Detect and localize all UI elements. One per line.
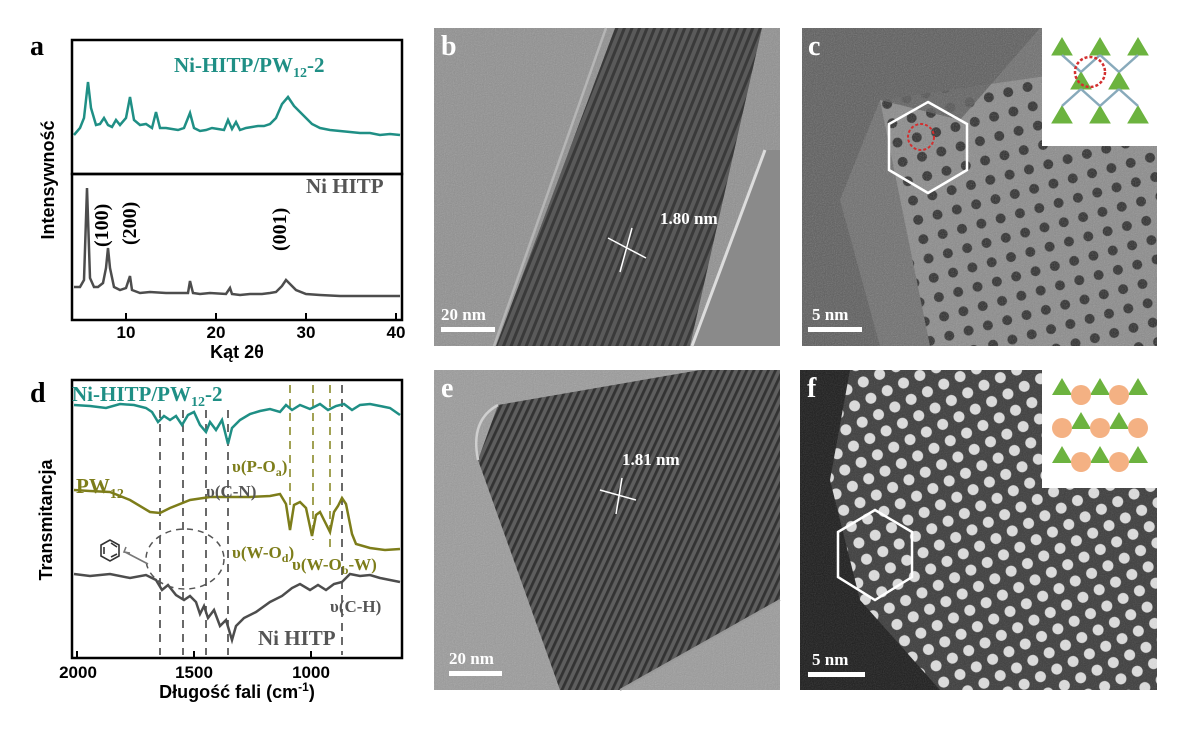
- panel-d-mode-wod: υ(W-Od): [232, 543, 294, 565]
- panel-c-circle: [907, 123, 935, 151]
- panel-d-mode-cn: υ(C-N): [206, 482, 256, 501]
- panel-d-xlabel: Długość fali (cm-1): [159, 680, 315, 702]
- panel-e: 1.81 nm e 20 nm: [434, 370, 781, 691]
- panel-a-peak-001: (001): [269, 208, 291, 251]
- panel-a-tick-40: 40: [387, 323, 406, 342]
- panel-d-series-2: PW12: [76, 474, 124, 502]
- panel-b-scale-label: 20 nm: [441, 305, 486, 324]
- panel-d-x-ticks: [76, 651, 312, 658]
- panel-d-guides-olive: [289, 385, 331, 550]
- panel-a-trace-nihitp: [74, 187, 400, 298]
- panel-a-x-ticks: [125, 313, 397, 320]
- panel-d-ylabel: Transmitancja: [36, 458, 56, 580]
- panel-a-peak-200: (200): [119, 202, 141, 245]
- panel-d-trace-nihitp-pw12: [73, 402, 401, 445]
- panel-a-letter: a: [30, 31, 44, 62]
- panel-d-mode-ch: υ(C-H): [330, 597, 381, 616]
- panel-b-scalebar: [441, 327, 495, 332]
- panel-c-scale-label: 5 nm: [812, 305, 848, 324]
- panel-c-scalebar: [808, 327, 862, 332]
- panel-e-letter: e: [441, 373, 453, 404]
- panel-b-nanorod: [496, 28, 762, 346]
- panel-f: f 5 nm: [800, 370, 1157, 690]
- panel-f-letter: f: [807, 373, 817, 404]
- panel-d-tick-1000: 1000: [292, 663, 330, 682]
- panel-d-trace-pw12: [73, 488, 401, 552]
- panel-b: 1.80 nm b 20 nm: [434, 27, 780, 347]
- panel-e-scalebar: [449, 671, 502, 676]
- panel-f-kagome-inset: [1042, 370, 1157, 488]
- panel-d-guides-gray: [159, 385, 343, 655]
- panel-e-nanorod: [478, 370, 780, 690]
- panel-d-mode-po: υ(P-Oa): [232, 457, 287, 479]
- panel-f-scalebar: [808, 672, 865, 677]
- panel-f-scale-label: 5 nm: [812, 650, 848, 669]
- panel-a-ylabel: Intensywność: [38, 120, 58, 239]
- panel-f-hexagon: [836, 508, 914, 602]
- panel-d-trace-nihitp: [73, 572, 401, 645]
- panel-d-series-3: Ni HITP: [258, 626, 336, 650]
- panel-c: c 5 nm: [802, 28, 1157, 346]
- panel-a-tick-20: 20: [207, 323, 226, 342]
- panel-d-mode-wob: υ(W-Ob-W): [292, 555, 377, 577]
- panel-e-spacing: 1.81 nm: [622, 450, 680, 469]
- panel-d-series-1: Ni-HITP/PW12-2: [72, 382, 223, 410]
- panel-b-spacing: 1.80 nm: [660, 209, 718, 228]
- panel-a-tick-10: 10: [117, 323, 136, 342]
- panel-a-trace-nihitp-pw12: [73, 81, 401, 137]
- panel-a-series-1: Ni-HITP/PW12-2: [174, 53, 325, 81]
- benzene-icon: [100, 539, 149, 565]
- panel-a-peak-100: (100): [91, 204, 113, 247]
- panel-d-letter: d: [30, 378, 46, 409]
- panel-a-xlabel: Kąt 2θ: [210, 342, 264, 362]
- panel-d-aromatic-ellipse: [145, 528, 225, 590]
- panel-e-scale-label: 20 nm: [449, 649, 494, 668]
- panel-a: a (100) (200) (001) Ni-HITP/PW12-2 Ni HI…: [30, 31, 405, 362]
- panel-d-tick-1500: 1500: [175, 663, 213, 682]
- panel-a-series-2: Ni HITP: [306, 174, 384, 198]
- panel-c-letter: c: [808, 31, 820, 62]
- panel-c-kagome-inset: [1042, 28, 1157, 146]
- panel-d-tick-2000: 2000: [59, 663, 97, 682]
- panel-a-tick-30: 30: [297, 323, 316, 342]
- panel-a-bottom-frame: [70, 172, 404, 322]
- panel-d: d Ni-HITP/PW12-2 PW12 Ni HITP υ(P-Oa) υ(…: [30, 378, 404, 702]
- panel-c-hexagon: [887, 100, 969, 195]
- panel-d-frame: [70, 378, 404, 660]
- panel-b-letter: b: [441, 31, 457, 62]
